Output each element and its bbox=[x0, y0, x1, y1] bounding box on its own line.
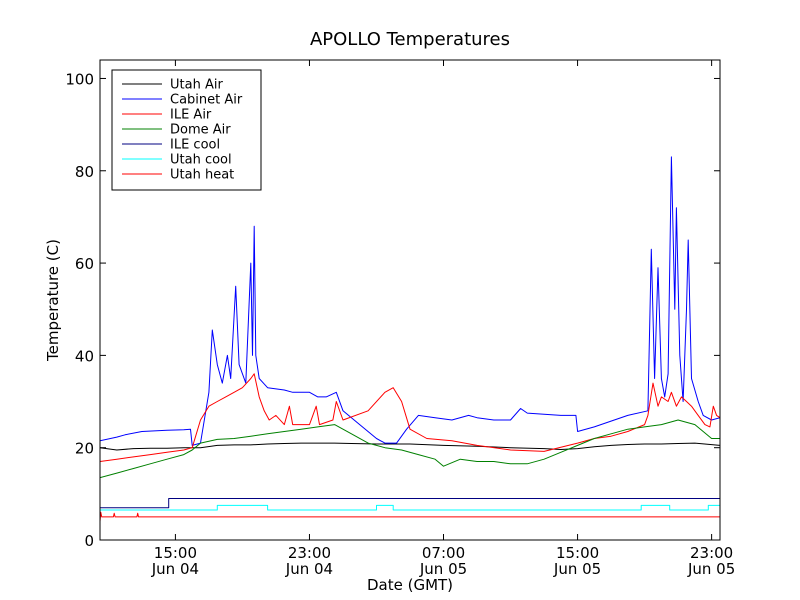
legend-label: ILE cool bbox=[170, 138, 220, 153]
series-line-ile-cool bbox=[100, 498, 720, 509]
legend-label: Cabinet Air bbox=[170, 93, 243, 108]
y-tick-label: 80 bbox=[75, 163, 94, 181]
y-tick-label: 60 bbox=[75, 255, 94, 273]
legend-label: Utah heat bbox=[170, 168, 234, 183]
x-tick-label-date: Jun 04 bbox=[285, 560, 333, 578]
series-line-dome-air bbox=[100, 419, 720, 479]
series-line-utah-cool bbox=[100, 504, 720, 511]
y-tick-label: 40 bbox=[75, 347, 94, 365]
legend-label: Utah Air bbox=[170, 78, 223, 93]
y-tick-label: 20 bbox=[75, 440, 94, 458]
x-tick-label-time: 23:00 bbox=[690, 544, 733, 562]
chart-title: APOLLO Temperatures bbox=[310, 29, 510, 50]
series-line-cabinet-air bbox=[100, 156, 720, 446]
plot-frame bbox=[99, 59, 721, 541]
legend-box bbox=[111, 69, 262, 191]
y-tick-label: 0 bbox=[84, 532, 94, 550]
x-tick-label-time: 07:00 bbox=[422, 544, 465, 562]
x-tick-label-time: 15:00 bbox=[556, 544, 599, 562]
x-tick-label-date: Jun 05 bbox=[553, 560, 601, 578]
series-line-utah-air bbox=[100, 442, 720, 451]
legend-label: Utah cool bbox=[170, 153, 232, 168]
x-axis-label: Date (GMT) bbox=[367, 576, 453, 594]
legend-label: ILE Air bbox=[170, 108, 212, 123]
x-tick-label-time: 23:00 bbox=[288, 544, 331, 562]
x-tick-label-date: Jun 05 bbox=[419, 560, 467, 578]
x-tick-label-time: 15:00 bbox=[154, 544, 197, 562]
series-layer bbox=[100, 156, 720, 522]
series-line-ile-air bbox=[100, 373, 720, 462]
y-tick-label: 100 bbox=[65, 70, 94, 88]
series-line-utah-heat bbox=[100, 511, 720, 522]
legend-label: Dome Air bbox=[170, 123, 231, 138]
x-tick-label-date: Jun 05 bbox=[687, 560, 735, 578]
y-axis: 0 20 40 60 80 100 bbox=[65, 70, 720, 550]
x-tick-label-date: Jun 04 bbox=[151, 560, 199, 578]
y-axis-label: Temperature (C) bbox=[44, 239, 62, 362]
